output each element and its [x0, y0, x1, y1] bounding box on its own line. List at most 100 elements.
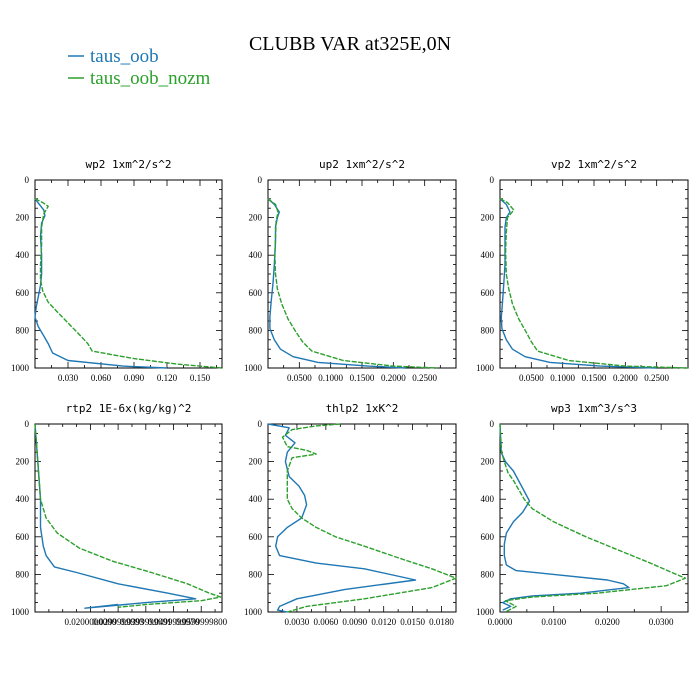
panel-title: wp3 1xm^3/s^3: [551, 402, 637, 415]
y-tick-label: 0: [25, 175, 30, 185]
panel-title: rtp2 1E-6x(kg/kg)^2: [66, 402, 192, 415]
x-tick-label: 0.0120: [371, 617, 396, 627]
x-tick-label: 0.0500: [287, 373, 312, 383]
x-tick-label: 0.150: [190, 373, 211, 383]
y-tick-label: 1000: [476, 363, 495, 373]
series-line-taus_oob: [34, 198, 168, 369]
panel-title: up2 1xm^2/s^2: [319, 158, 405, 171]
x-tick-label: 0.0200000000: [65, 617, 117, 627]
series-line-taus_oob: [499, 423, 630, 611]
series-line-taus_oob: [34, 423, 197, 609]
y-tick-label: 200: [249, 457, 263, 467]
series-line-taus_oob: [267, 198, 406, 369]
y-tick-label: 800: [481, 569, 495, 579]
y-tick-label: 200: [481, 457, 495, 467]
y-tick-label: 400: [481, 250, 495, 260]
panel-title: vp2 1xm^2/s^2: [551, 158, 637, 171]
y-tick-label: 1000: [11, 363, 30, 373]
x-tick-label: 0.060: [91, 373, 112, 383]
y-tick-label: 800: [16, 325, 30, 335]
series-line-taus_oob: [499, 198, 657, 369]
y-tick-label: 400: [16, 250, 30, 260]
y-tick-label: 400: [249, 494, 263, 504]
series-line-taus_oob_nozm: [267, 198, 438, 369]
legend-label-1: taus_oob_nozm: [90, 68, 211, 89]
x-tick-label: 0.2000: [381, 373, 406, 383]
y-tick-label: 600: [16, 532, 30, 542]
x-tick-label: 0.0299999993: [92, 617, 144, 627]
y-tick-label: 200: [481, 213, 495, 223]
y-tick-label: 1000: [244, 607, 263, 617]
y-tick-label: 200: [249, 213, 263, 223]
x-tick-label: 0.2000: [613, 373, 638, 383]
series-line-taus_oob_nozm: [499, 423, 686, 613]
x-tick-label: 0.0060: [313, 617, 338, 627]
x-tick-label: 0.0150: [400, 617, 425, 627]
panel-4: thlp2 1xK^2 0 200 400 600 800 1000 0.0030 0.0060…: [244, 402, 457, 627]
x-tick-label: 0.1000: [318, 373, 343, 383]
x-tick-label: 0.120: [157, 373, 178, 383]
series-line-taus_oob_nozm: [34, 423, 222, 608]
x-tick-label: 0.0300: [649, 617, 674, 627]
y-tick-label: 200: [16, 457, 30, 467]
x-tick-label: 0.0180: [429, 617, 454, 627]
y-tick-label: 0: [25, 419, 30, 429]
y-tick-label: 1000: [476, 607, 495, 617]
x-tick-label: 0.0000: [488, 617, 513, 627]
x-tick-label: 0.0499999970: [148, 617, 200, 627]
panel-1: up2 1xm^2/s^2 0 200 400 600 800 1000 0.0500 0.10…: [244, 158, 457, 383]
y-tick-label: 800: [249, 325, 263, 335]
x-tick-label: 0.030: [58, 373, 79, 383]
y-tick-label: 600: [249, 288, 263, 298]
panel-0: wp2 1xm^2/s^2 0 200 400 600 800 1000 0.030 0.060…: [11, 158, 223, 383]
y-tick-label: 0: [258, 175, 263, 185]
series-line-taus_oob_nozm: [499, 198, 689, 369]
y-tick-label: 400: [16, 494, 30, 504]
chart-panels: wp2 1xm^2/s^2 0 200 400 600 800 1000 0.030 0.060…: [11, 158, 689, 627]
x-tick-label: 0.2500: [412, 373, 437, 383]
x-tick-label: 0.0090: [342, 617, 367, 627]
series-line-taus_oob_nozm: [281, 423, 457, 613]
plot-frame: [34, 423, 223, 613]
panel-2: vp2 1xm^2/s^2 0 200 400 600 800 1000 0.0500 0.10…: [476, 158, 689, 383]
x-tick-label: 0.0599999800: [175, 617, 227, 627]
figure-title: CLUBB VAR at325E,0N: [249, 33, 451, 55]
y-tick-label: 400: [249, 250, 263, 260]
y-tick-label: 1000: [11, 607, 30, 617]
x-tick-label: 0.2500: [644, 373, 669, 383]
y-tick-label: 800: [481, 325, 495, 335]
legend-label-0: taus_oob: [90, 46, 159, 67]
plot-frame: [499, 423, 689, 613]
panel-title: thlp2 1xK^2: [326, 402, 399, 415]
plot-frame: [267, 179, 457, 369]
x-tick-label: 0.1500: [350, 373, 375, 383]
y-tick-label: 600: [481, 288, 495, 298]
y-tick-label: 600: [249, 532, 263, 542]
x-tick-label: 0.0100: [541, 617, 566, 627]
x-tick-label: 0.090: [124, 373, 145, 383]
x-tick-label: 0.0500: [519, 373, 544, 383]
plot-frame: [34, 179, 223, 369]
y-tick-label: 400: [481, 494, 495, 504]
panel-title: wp2 1xm^2/s^2: [85, 158, 171, 171]
x-tick-label: 0.1500: [582, 373, 607, 383]
y-tick-label: 200: [16, 213, 30, 223]
panel-3: rtp2 1E-6x(kg/kg)^2 0 200 400 600 800 1000 0.02…: [11, 402, 228, 627]
y-tick-label: 0: [490, 175, 495, 185]
y-tick-label: 800: [249, 569, 263, 579]
y-tick-label: 1000: [244, 363, 263, 373]
y-tick-label: 600: [481, 532, 495, 542]
y-tick-label: 600: [16, 288, 30, 298]
x-tick-label: 0.0399999991: [120, 617, 172, 627]
y-tick-label: 0: [258, 419, 263, 429]
y-tick-label: 0: [490, 419, 495, 429]
series-line-taus_oob_nozm: [34, 198, 223, 369]
x-tick-label: 0.0200: [595, 617, 620, 627]
x-tick-label: 0.0030: [285, 617, 310, 627]
plot-frame: [267, 423, 457, 613]
x-tick-label: 0.1000: [550, 373, 575, 383]
y-tick-label: 800: [16, 569, 30, 579]
